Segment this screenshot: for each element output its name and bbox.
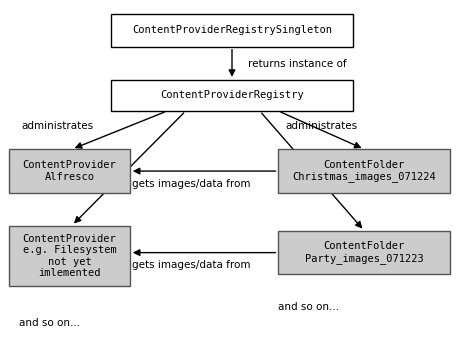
FancyBboxPatch shape [278,231,449,274]
Text: ContentProvider
Alfresco: ContentProvider Alfresco [23,160,116,182]
Text: ContentProviderRegistrySingleton: ContentProviderRegistrySingleton [131,25,332,35]
Text: and so on...: and so on... [19,318,80,328]
FancyBboxPatch shape [111,14,352,47]
Text: ContentProviderRegistry: ContentProviderRegistry [160,91,303,100]
Text: administrates: administrates [285,121,357,131]
FancyBboxPatch shape [9,226,130,286]
Text: ContentFolder
Christmas_images_071224: ContentFolder Christmas_images_071224 [292,160,435,182]
Text: ContentProvider
e.g. Filesystem
not yet
imlemented: ContentProvider e.g. Filesystem not yet … [23,234,116,278]
FancyBboxPatch shape [278,149,449,193]
Text: gets images/data from: gets images/data from [132,261,250,270]
Text: ContentFolder
Party_images_071223: ContentFolder Party_images_071223 [304,241,423,264]
Text: and so on...: and so on... [278,302,339,312]
Text: administrates: administrates [21,121,93,131]
FancyBboxPatch shape [9,149,130,193]
FancyBboxPatch shape [111,80,352,111]
Text: returns instance of: returns instance of [248,59,346,69]
Text: gets images/data from: gets images/data from [132,179,250,189]
